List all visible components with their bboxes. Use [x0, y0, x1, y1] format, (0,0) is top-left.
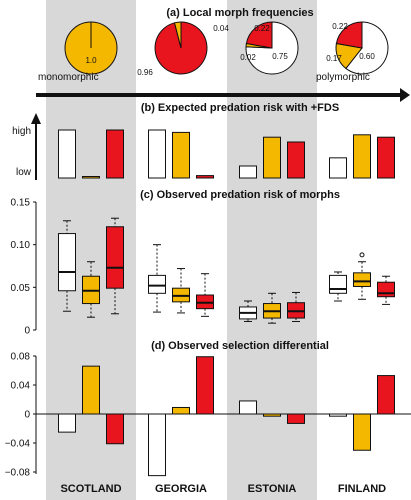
- box-white: [148, 244, 166, 313]
- bar-b-yellow: [82, 176, 100, 179]
- country-label-finland: FINLAND: [338, 483, 386, 495]
- bar-b-white: [58, 129, 76, 179]
- bar-d-yellow: [172, 406, 190, 415]
- box-body: [329, 274, 347, 294]
- panel-c-y-ticks: 0 0.05 0.10 0.15: [11, 198, 36, 337]
- box-red: [196, 273, 214, 317]
- bar-d-white: [239, 400, 257, 415]
- panel-a-title: (a) Local morph frequencies: [166, 7, 313, 19]
- pie-scotland: 1.0: [64, 21, 118, 75]
- box-body: [58, 233, 76, 292]
- bar-d-white: [148, 413, 166, 477]
- box-body: [353, 272, 371, 287]
- panel-b-bars: [58, 129, 395, 179]
- box-red: [377, 275, 395, 305]
- pie-label: 0.04: [213, 24, 229, 33]
- pie-estonia: 0.75 0.02 0.22: [240, 21, 299, 75]
- pie-label: 0.60: [359, 52, 375, 61]
- pie-slice-red: [245, 21, 273, 49]
- bar-b-white: [148, 129, 166, 179]
- pie-slice-yellow: [173, 21, 182, 49]
- column-bg-estonia: [227, 0, 317, 500]
- box-white: [58, 220, 76, 312]
- monomorphic-label: monomorphic: [38, 72, 99, 83]
- country-label-georgia: GEORGIA: [155, 483, 207, 495]
- pie-charts: 1.0 0.96 0.04 0.75 0.02 0.22 0.60 0.17 0.22: [64, 21, 389, 77]
- panel-b-high-label: high: [12, 126, 31, 137]
- y-tick-label: −0.08: [5, 468, 31, 479]
- y-tick-label: 0: [24, 410, 30, 421]
- bar-d-red: [287, 413, 305, 424]
- bar-d-red: [196, 356, 214, 415]
- box-yellow: [82, 261, 100, 318]
- bar-b-red: [106, 129, 124, 179]
- y-tick-label: 0.08: [11, 352, 31, 363]
- box-outlier: [359, 252, 365, 258]
- bar-b-red: [196, 175, 214, 179]
- bar-b-red: [377, 136, 395, 179]
- panel-b-low-label: low: [16, 167, 32, 178]
- bar-b-white: [329, 157, 347, 179]
- pie-label: 0.22: [254, 24, 270, 33]
- pie-label: 0.22: [332, 22, 348, 31]
- box-white: [329, 271, 347, 302]
- pie-label: 0.75: [272, 52, 288, 61]
- bar-d-yellow: [263, 413, 281, 417]
- panel-d-bars: [58, 356, 395, 477]
- bar-b-white: [239, 165, 257, 179]
- pie-label: 1.0: [85, 56, 97, 65]
- y-tick-label: 0.10: [11, 240, 31, 251]
- country-label-estonia: ESTONIA: [248, 483, 297, 495]
- panel-d-title: (d) Observed selection differential: [151, 340, 329, 352]
- bar-d-white: [58, 413, 76, 433]
- bar-d-red: [106, 413, 124, 445]
- bar-d-yellow: [82, 365, 100, 415]
- box-yellow: [263, 292, 281, 324]
- box-body: [106, 226, 124, 289]
- box-white: [239, 300, 257, 322]
- y-tick-label: 0.05: [11, 283, 31, 294]
- pie-finland: 0.60 0.17 0.22: [326, 21, 389, 75]
- y-tick-label: −0.04: [5, 439, 31, 450]
- box-yellow: [172, 268, 190, 314]
- box-body: [148, 274, 166, 294]
- pie-label: 0.96: [137, 68, 153, 77]
- pie-label: 0.17: [326, 54, 342, 63]
- y-tick-label: 0: [24, 326, 30, 337]
- country-label-scotland: SCOTLAND: [60, 483, 121, 495]
- panel-d-y-ticks: −0.08 −0.04 0 0.04 0.08: [5, 352, 36, 479]
- bar-d-red: [377, 375, 395, 415]
- bar-b-red: [287, 141, 305, 179]
- bar-d-yellow: [353, 413, 371, 451]
- y-tick-label: 0.15: [11, 198, 31, 209]
- bar-d-white: [329, 413, 347, 417]
- bar-b-yellow: [172, 131, 190, 179]
- box-red: [106, 217, 124, 315]
- box-red: [287, 291, 305, 322]
- bar-b-yellow: [353, 134, 371, 179]
- pie-label: 0.02: [240, 53, 256, 62]
- gradient-arrow: [36, 88, 410, 102]
- polymorphic-label: polymorphic: [316, 72, 370, 83]
- country-labels: SCOTLAND GEORGIA ESTONIA FINLAND: [60, 483, 386, 495]
- y-tick-label: 0.04: [11, 381, 31, 392]
- bar-b-yellow: [263, 136, 281, 179]
- panel-b-title: (b) Expected predation risk with +FDS: [141, 102, 339, 114]
- pie-slice-red: [335, 21, 363, 49]
- pie-slice-white: [345, 21, 389, 75]
- panel-c-boxes: [58, 217, 395, 324]
- box-yellow: [353, 252, 371, 300]
- panel-b-y-arrow: [31, 113, 41, 180]
- pie-georgia: 0.96 0.04: [137, 21, 229, 77]
- box-body: [377, 281, 395, 298]
- panel-c-title: (c) Observed predation risk of morphs: [140, 189, 340, 201]
